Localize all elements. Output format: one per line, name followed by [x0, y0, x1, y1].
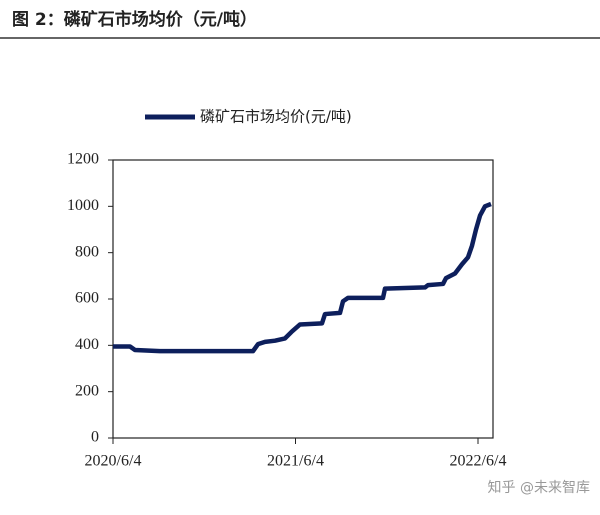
y-tick-label: 200 [75, 382, 99, 399]
x-tick-label: 2021/6/4 [267, 453, 324, 470]
legend-label: 磷矿石市场均价(元/吨) [200, 108, 352, 126]
watermark: 知乎 @未来智库 [488, 479, 590, 496]
y-tick-label: 400 [75, 336, 99, 353]
y-tick-label: 600 [75, 290, 99, 307]
x-tick-label: 2020/6/4 [85, 453, 142, 470]
chart-title: 图 2：磷矿石市场均价（元/吨） [12, 9, 257, 30]
series-line [113, 201, 492, 354]
y-tick-label: 0 [91, 429, 99, 446]
y-tick-label: 1000 [67, 197, 99, 214]
y-tick-label: 1200 [67, 151, 99, 168]
y-tick-label: 800 [75, 243, 99, 260]
x-tick-label: 2022/6/4 [450, 453, 507, 470]
plot-frame [112, 159, 494, 439]
